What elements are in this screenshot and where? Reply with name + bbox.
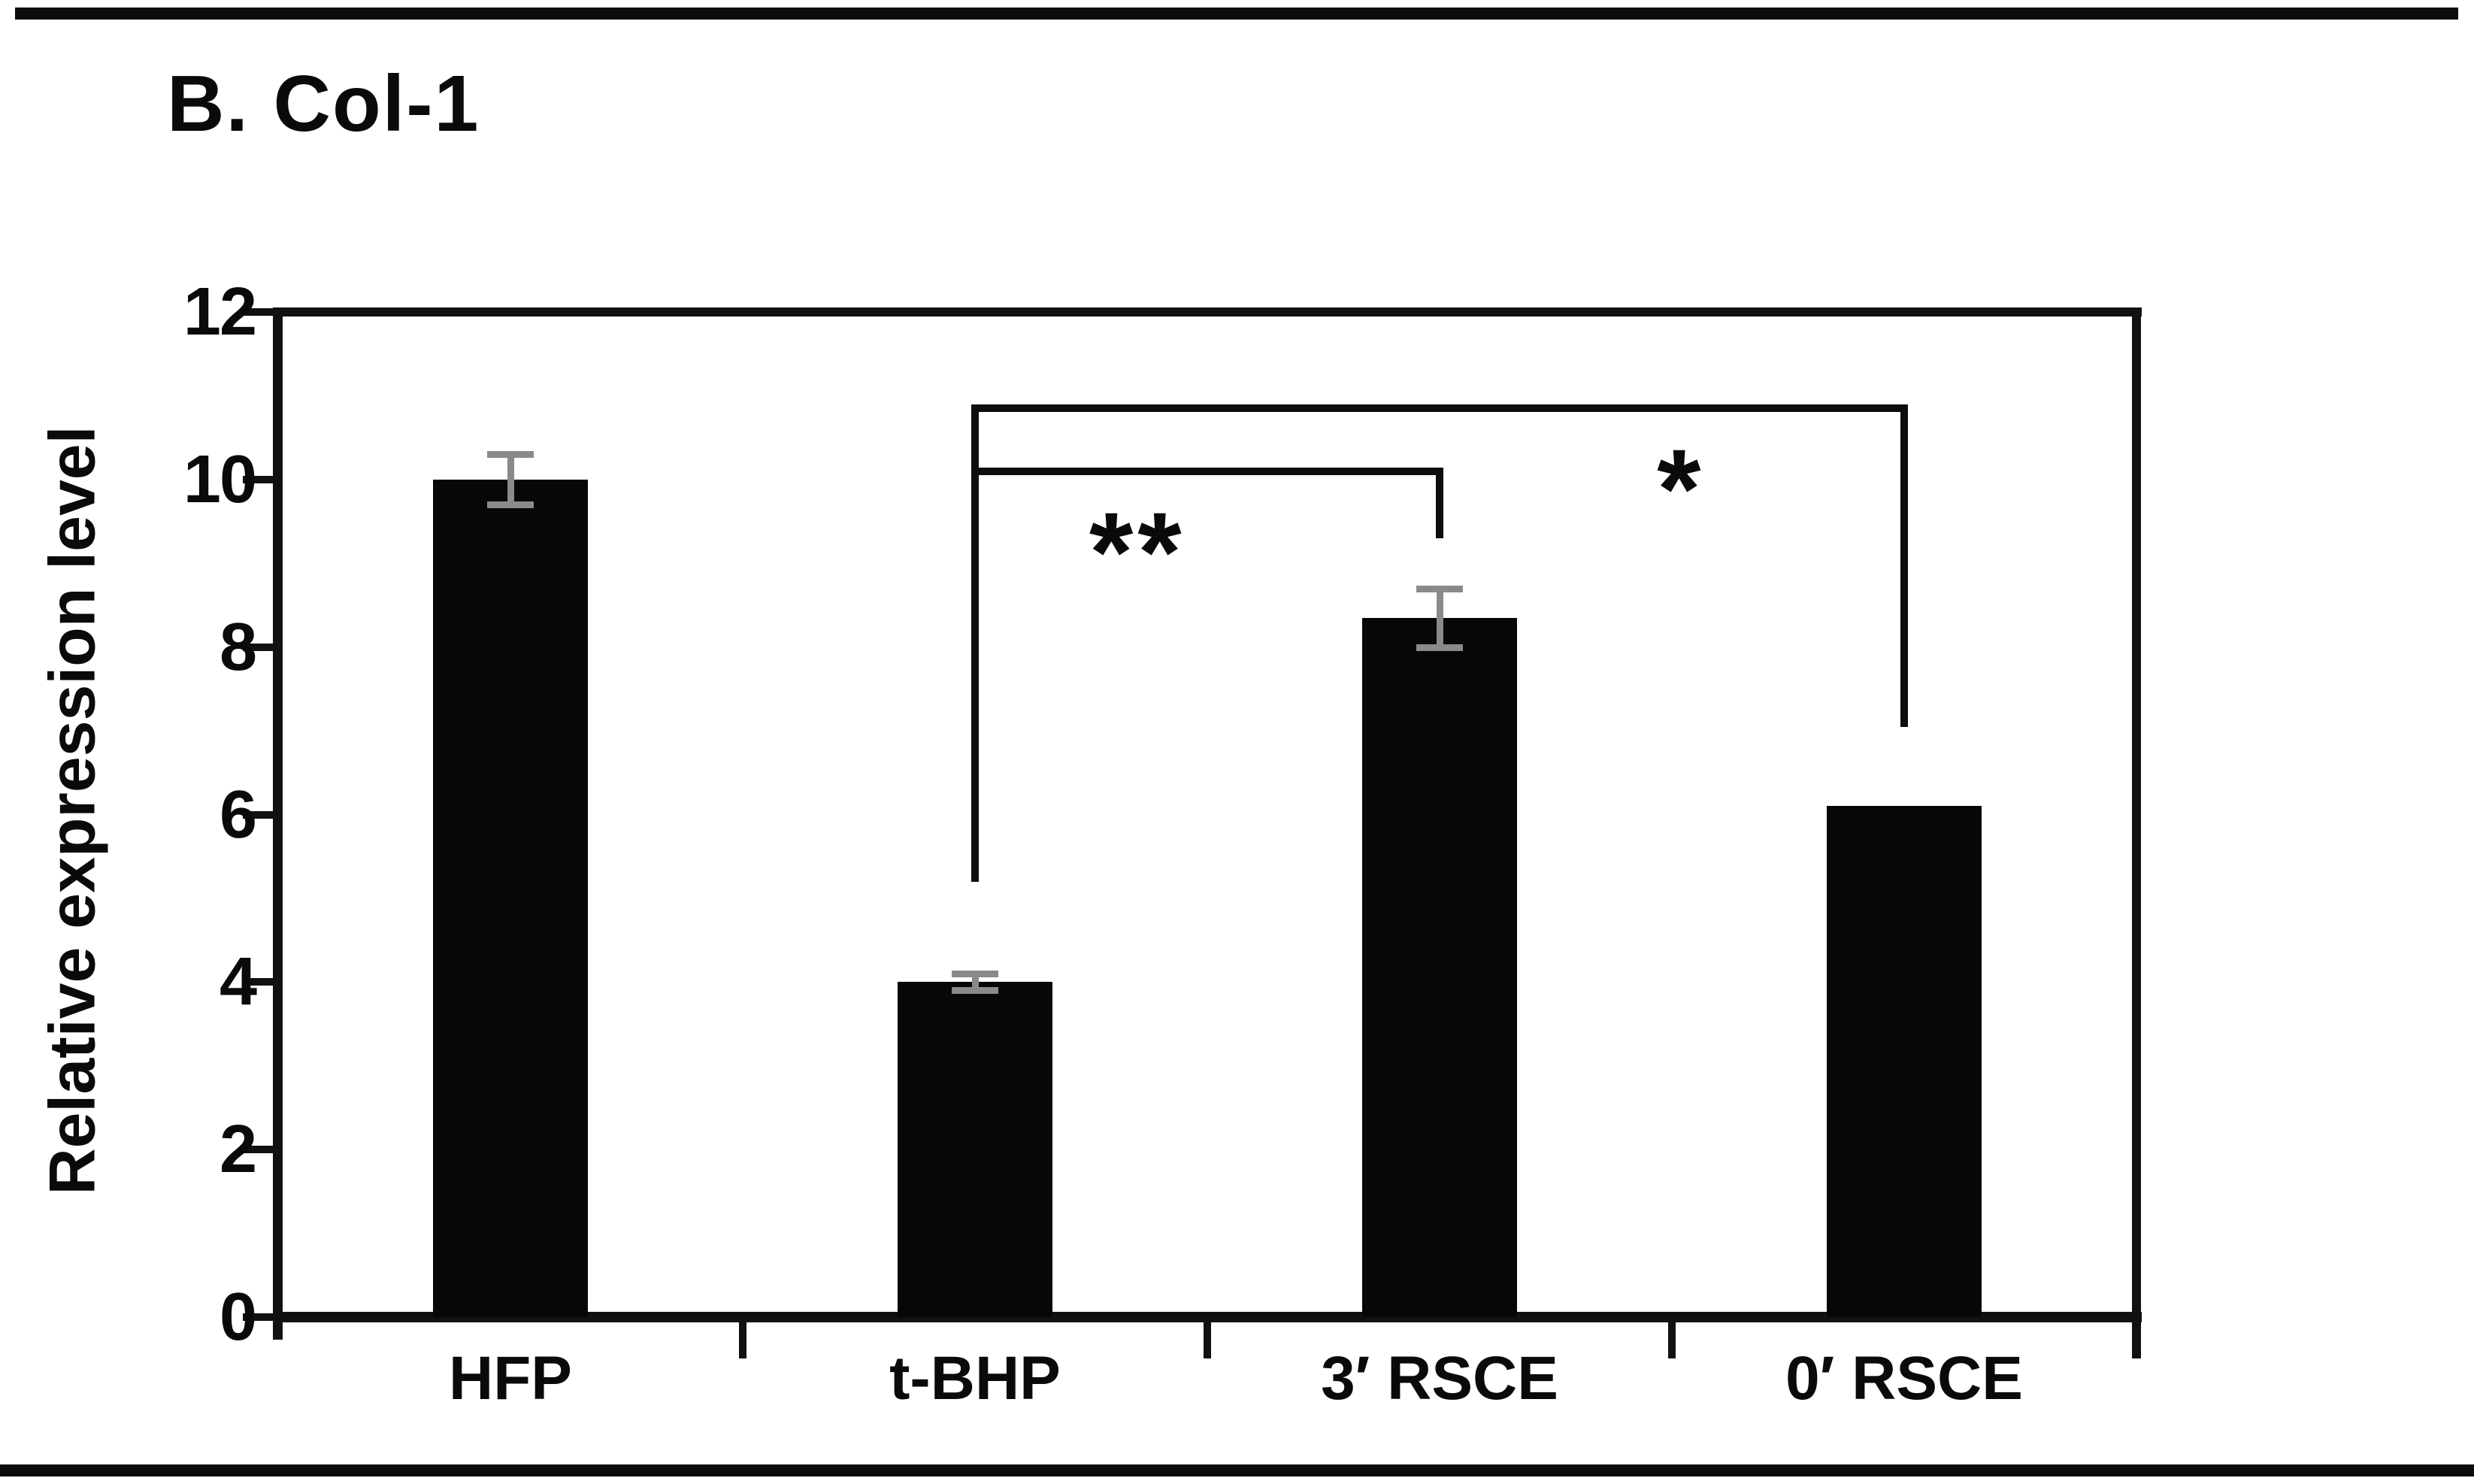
y-tick-label-8: 8 xyxy=(219,609,257,685)
sig-bracket-1-drop xyxy=(1436,471,1443,538)
y-tick-4 xyxy=(243,978,273,986)
significance-label-**: ** xyxy=(1089,488,1186,615)
bar-HFP xyxy=(433,479,588,1317)
error-bar-bottom-cap-t-BHP xyxy=(952,987,998,995)
y-tick-label-0: 0 xyxy=(219,1280,257,1355)
x-boundary-tick-2 xyxy=(1204,1317,1211,1358)
y-tick-12 xyxy=(243,308,273,316)
error-bar-stem-3′ RSCE xyxy=(1437,588,1443,647)
x-category-label-3′ RSCE: 3′ RSCE xyxy=(1321,1344,1558,1413)
error-bar-top-cap-t-BHP xyxy=(952,971,998,978)
x-category-label-t-BHP: t-BHP xyxy=(889,1344,1061,1413)
plot-top-frame xyxy=(273,307,2142,316)
x-boundary-tick-3 xyxy=(1668,1317,1676,1358)
significance-label-*: * xyxy=(1657,426,1706,553)
figure-bottom-border xyxy=(0,1464,2474,1476)
x-category-label-HFP: HFP xyxy=(449,1344,572,1413)
y-tick-8 xyxy=(243,643,273,651)
sig-bracket-2-horizontal xyxy=(971,404,1908,413)
y-tick-6 xyxy=(243,810,273,819)
error-bar-stem-t-BHP xyxy=(972,974,979,991)
bar-3′ RSCE xyxy=(1362,617,1517,1317)
bar-0′ RSCE xyxy=(1827,806,1982,1317)
error-bar-top-cap-3′ RSCE xyxy=(1416,585,1463,592)
x-category-label-0′ RSCE: 0′ RSCE xyxy=(1785,1344,2023,1413)
y-tick-label-2: 2 xyxy=(219,1112,257,1188)
y-tick-label-6: 6 xyxy=(219,777,257,853)
y-tick-label-4: 4 xyxy=(219,944,257,1020)
error-bar-bottom-cap-HFP xyxy=(487,501,534,509)
y-tick-10 xyxy=(243,475,273,483)
figure-top-border xyxy=(15,8,2458,20)
y-tick-label-10: 10 xyxy=(183,441,257,517)
error-bar-stem-HFP xyxy=(507,454,514,505)
y-axis-line xyxy=(273,312,283,1340)
y-tick-label-12: 12 xyxy=(183,274,257,350)
y-tick-2 xyxy=(243,1146,273,1154)
sig-bracket-2-drop xyxy=(1900,408,1908,727)
error-bar-top-cap-HFP xyxy=(487,451,534,459)
sig-bracket-2-stem xyxy=(971,408,979,882)
panel-title: B. Col-1 xyxy=(167,59,480,148)
error-bar-bottom-cap-3′ RSCE xyxy=(1416,644,1463,651)
x-boundary-tick-1 xyxy=(739,1317,746,1358)
sig-bracket-1-horizontal xyxy=(971,467,1443,475)
y-tick-0 xyxy=(243,1313,273,1321)
bar-t-BHP xyxy=(898,982,1052,1317)
plot-right-frame xyxy=(2132,307,2141,1358)
